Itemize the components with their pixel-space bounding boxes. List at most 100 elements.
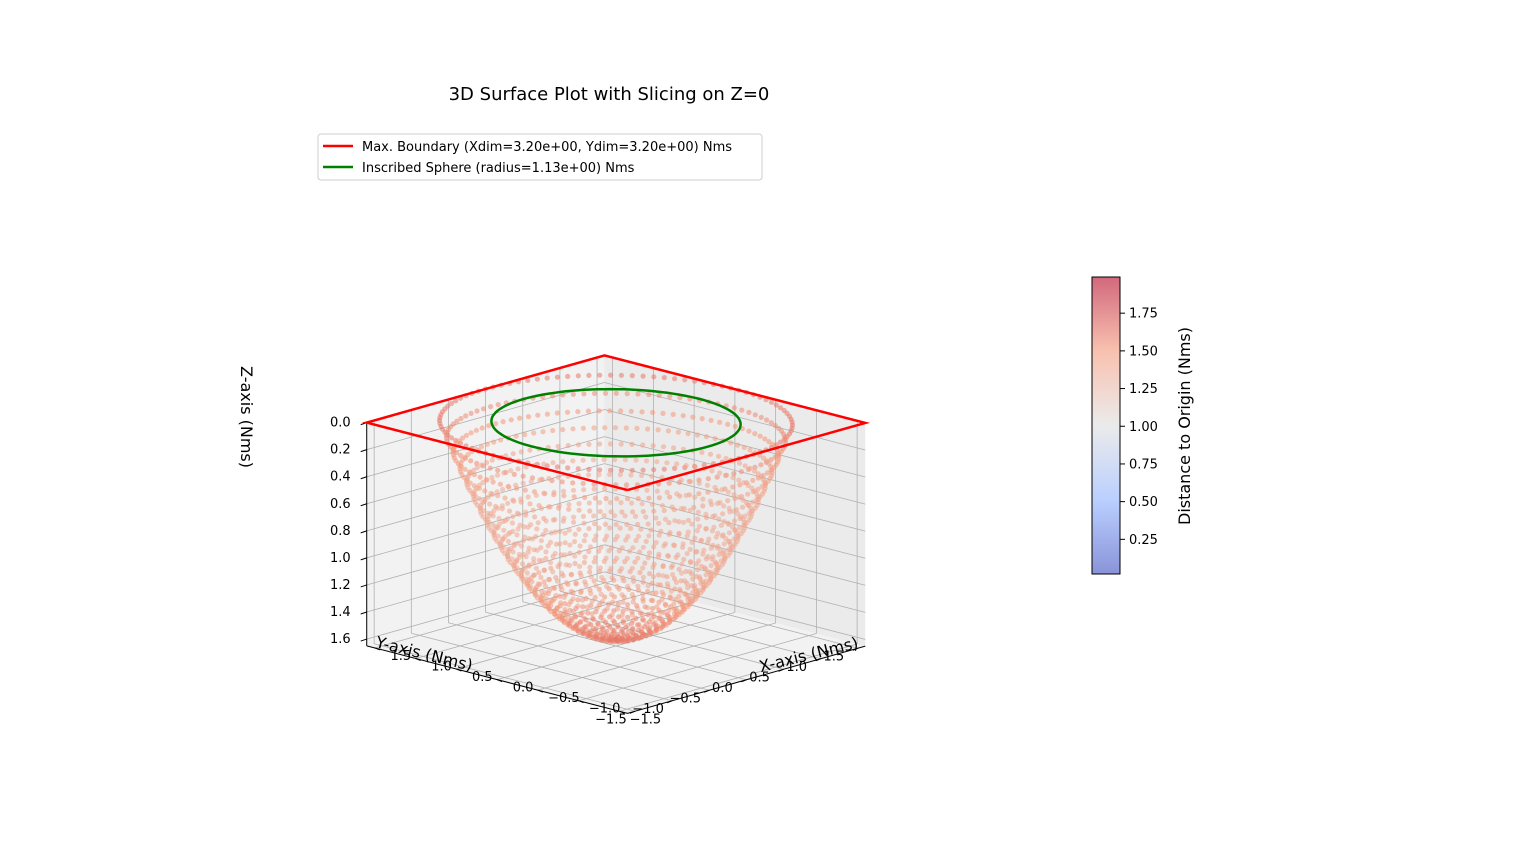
surface-point [474,460,480,466]
surface-point [565,442,571,449]
surface-point [620,619,626,626]
surface-point [557,528,563,535]
surface-point [666,520,672,526]
surface-point [618,467,625,473]
surface-point [635,496,641,502]
surface-point [678,477,685,483]
surface-point [468,410,474,416]
surface-point [528,522,534,528]
surface-point [554,410,560,416]
colorbar-tick-label: 0.25 [1129,533,1158,548]
surface-point [565,581,571,588]
surface-point [650,574,657,580]
surface-point [626,586,632,593]
surface-point [625,606,631,612]
surface-point [582,554,588,560]
surface-point [476,482,482,488]
surface-point [510,528,516,535]
surface-point [726,530,733,536]
surface-point [672,376,678,382]
surface-point [709,556,715,562]
z-tick-label: 1.0 [330,551,351,566]
surface-point [618,500,624,506]
surface-point [639,472,645,479]
surface-point [712,436,718,442]
surface-point [589,611,595,617]
surface-point [651,613,657,620]
surface-point [629,620,635,626]
surface-point [586,466,592,472]
surface-point [642,560,648,566]
surface-point [591,559,597,565]
y-tick-mark [778,668,784,672]
y-tick-label: 1.5 [824,649,845,664]
surface-point [553,574,559,581]
surface-point [736,477,742,483]
surface-point [480,406,487,412]
surface-point [471,467,477,473]
surface-point [623,537,629,543]
surface-point [558,552,564,558]
surface-point [678,505,685,512]
surface-point [458,452,464,459]
surface-point [597,372,603,378]
surface-point [560,573,566,579]
surface-point [462,466,468,472]
surface-point [672,596,679,602]
surface-point [519,561,526,567]
surface-point [635,627,641,633]
surface-point [640,596,646,602]
surface-point [555,443,561,449]
surface-point [568,599,574,605]
surface-point [606,586,612,592]
surface-point [517,554,523,560]
surface-point [602,390,609,396]
surface-point [612,425,619,431]
surface-point [768,420,774,426]
surface-point [576,501,582,507]
surface-point [653,590,659,596]
colorbar-tick-label: 0.50 [1129,495,1158,510]
surface-point [647,571,653,577]
surface-point [587,544,594,550]
surface-point [586,500,592,506]
surface-point [635,533,642,539]
y-gridline [485,611,747,681]
surface-point [508,468,514,474]
surface-point [484,441,490,447]
surface-point [601,457,607,463]
surface-point [746,428,752,434]
surface-point [575,442,582,448]
surface-point [565,373,571,379]
colorbar-tick-label: 1.75 [1129,307,1158,322]
surface-point [593,609,599,615]
surface-point [571,494,577,500]
surface-point [615,601,621,607]
surface-point [587,564,593,570]
surface-point [602,608,608,614]
surface-point [498,437,504,443]
surface-point [495,505,501,511]
surface-point [531,430,537,436]
surface-point [468,430,474,436]
surface-point [671,445,677,451]
surface-point [757,433,763,439]
surface-point [611,558,618,564]
surface-point [777,405,784,411]
surface-point [496,521,502,527]
surface-point [699,416,705,422]
surface-point [640,544,647,550]
surface-point [662,541,669,547]
surface-point [496,515,502,522]
surface-point [583,624,589,630]
surface-point [691,504,697,510]
surface-point [625,629,631,635]
surface-point [658,528,664,534]
surface-point [617,472,624,478]
surface-point [506,531,512,537]
surface-point [607,614,613,620]
surface-point [531,572,538,578]
surface-point [551,489,557,495]
surface-point [513,433,519,439]
surface-point [567,542,573,548]
